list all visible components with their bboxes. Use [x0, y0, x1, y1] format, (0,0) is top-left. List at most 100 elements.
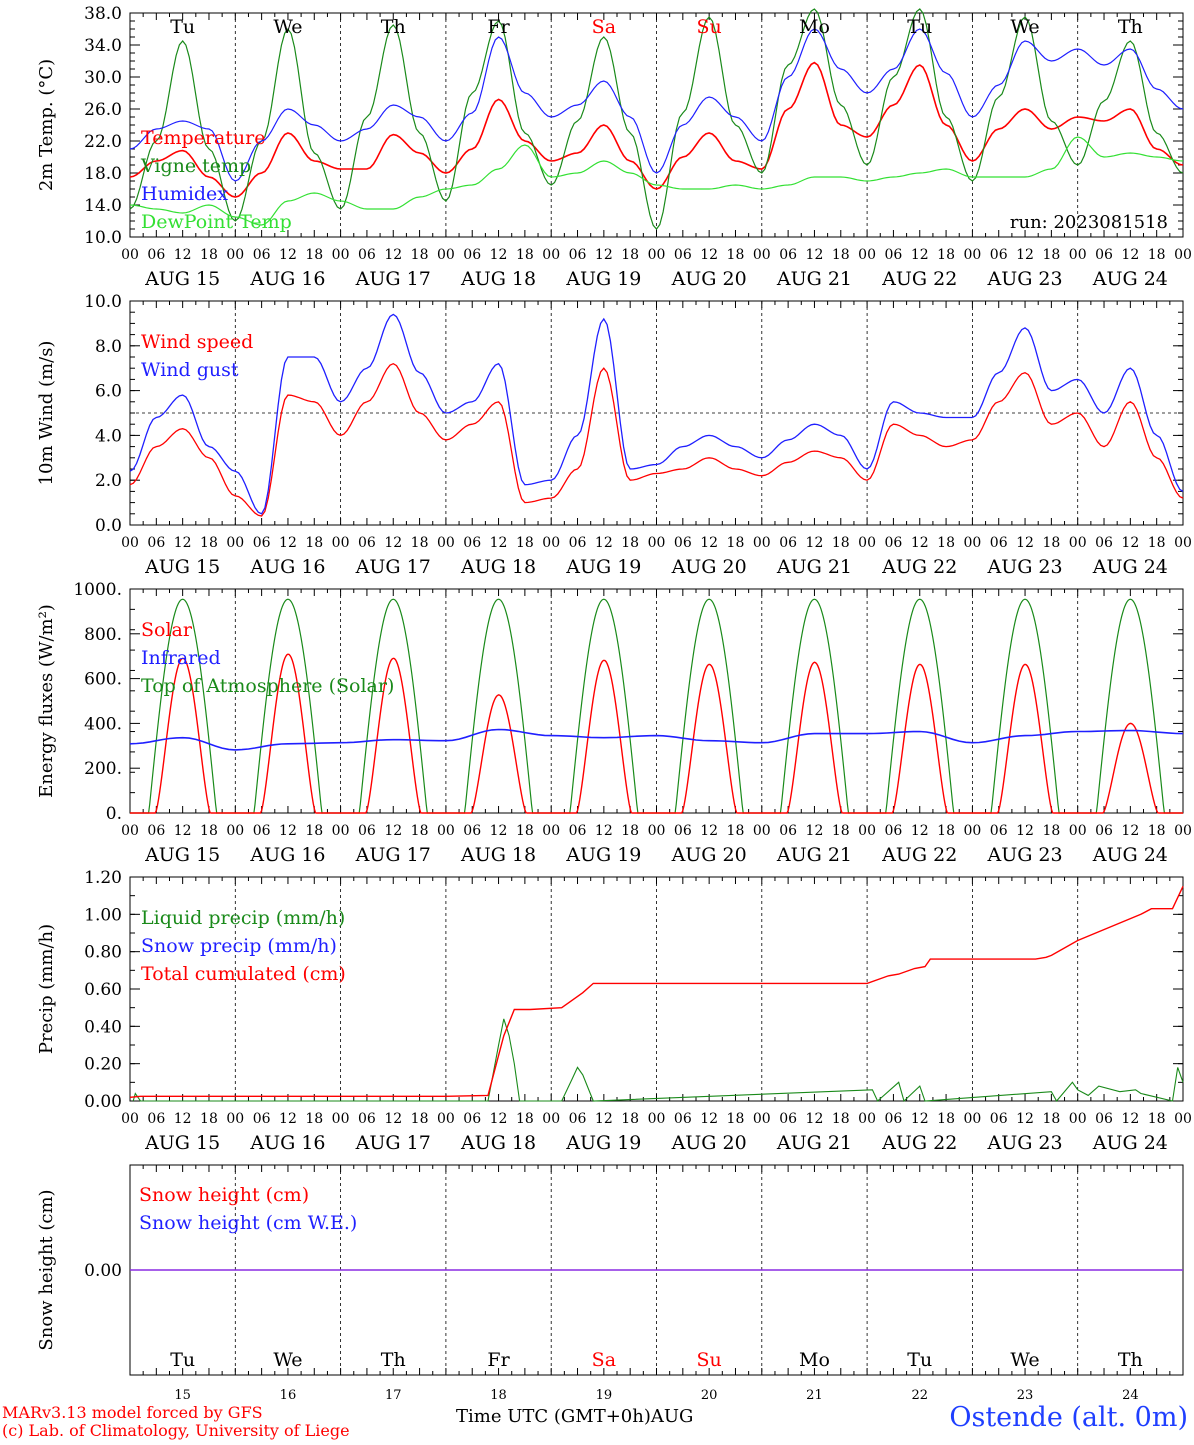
hour-tick-label: 18 — [516, 1111, 534, 1127]
hour-tick-label: 00 — [542, 1111, 560, 1127]
day-name-bottom: Th — [381, 1349, 406, 1371]
day-name-bottom: We — [1010, 1349, 1039, 1371]
day-name-bottom: Tu — [170, 1349, 195, 1371]
hour-tick-label: 00 — [753, 535, 771, 551]
hour-tick-label: 00 — [858, 247, 876, 263]
date-label: AUG 22 — [881, 556, 957, 578]
hour-tick-label: 06 — [569, 247, 587, 263]
day-number: 22 — [911, 1388, 928, 1403]
day-number: 23 — [1017, 1388, 1034, 1403]
hour-tick-label: 00 — [332, 535, 350, 551]
series-line — [129, 61, 1184, 198]
hour-tick-label: 00 — [753, 247, 771, 263]
hour-tick-label: 06 — [885, 1111, 903, 1127]
hour-tick-label: 18 — [937, 247, 955, 263]
series-line — [132, 1018, 1184, 1103]
series-line — [129, 886, 1184, 1098]
hour-tick-label: 06 — [463, 1111, 481, 1127]
day-name-top: Th — [1118, 16, 1143, 38]
day-name-top: Fr — [487, 16, 510, 38]
y-tick-label: 0. — [106, 804, 122, 824]
hour-tick-label: 12 — [384, 1111, 402, 1127]
hour-tick-label: 18 — [305, 247, 323, 263]
hour-tick-label: 12 — [384, 247, 402, 263]
hour-tick-label: 18 — [727, 1111, 745, 1127]
hour-tick-label: 00 — [753, 823, 771, 839]
date-label: AUG 15 — [144, 268, 220, 290]
y-tick-label: 400. — [84, 714, 122, 734]
date-label: AUG 22 — [881, 268, 957, 290]
hour-tick-label: 18 — [1042, 1111, 1060, 1127]
hour-tick-label: 00 — [121, 1111, 139, 1127]
hour-tick-label: 00 — [332, 1111, 350, 1127]
hour-tick-label: 06 — [253, 247, 271, 263]
hour-tick-label: 00 — [648, 1111, 666, 1127]
hour-tick-label: 00 — [1174, 823, 1192, 839]
hour-tick-label: 00 — [437, 823, 455, 839]
y-tick-label: 10.0 — [84, 292, 122, 312]
y-tick-label: 600. — [84, 670, 122, 690]
hour-tick-label: 12 — [1016, 823, 1034, 839]
day-number: 21 — [806, 1388, 823, 1403]
date-label: AUG 18 — [460, 556, 536, 578]
hour-tick-label: 00 — [1069, 1111, 1087, 1127]
hour-tick-label: 18 — [832, 247, 850, 263]
hour-tick-label: 12 — [806, 535, 824, 551]
hour-tick-label: 06 — [147, 823, 165, 839]
hour-tick-label: 06 — [147, 1111, 165, 1127]
y-tick-label: 6.0 — [95, 382, 122, 402]
hour-tick-label: 06 — [779, 535, 797, 551]
legend-entry: Infrared — [141, 647, 221, 669]
hour-tick-label: 06 — [253, 823, 271, 839]
hour-tick-label: 06 — [358, 535, 376, 551]
hour-tick-label: 00 — [437, 1111, 455, 1127]
y-axis-title: 2m Temp. (°C) — [36, 59, 57, 191]
hour-tick-label: 18 — [1148, 1111, 1166, 1127]
date-label: AUG 20 — [671, 1132, 747, 1154]
date-label: AUG 24 — [1092, 556, 1168, 578]
date-label: AUG 19 — [565, 1132, 641, 1154]
hour-tick-label: 18 — [305, 535, 323, 551]
hour-tick-label: 06 — [674, 823, 692, 839]
y-axis-title: Precip (mm/h) — [36, 924, 57, 1054]
month-label: AUG — [650, 1406, 694, 1427]
hour-tick-label: 12 — [384, 535, 402, 551]
legend-entry: Solar — [141, 619, 193, 641]
hour-tick-label: 18 — [516, 535, 534, 551]
hour-tick-label: 12 — [1016, 1111, 1034, 1127]
hour-tick-label: 00 — [648, 247, 666, 263]
y-tick-label: 0.0 — [95, 516, 122, 536]
day-name-top: We — [273, 16, 302, 38]
legend-entry: Wind speed — [141, 331, 253, 353]
date-label: AUG 20 — [671, 844, 747, 866]
day-name-top: Tu — [170, 16, 195, 38]
day-name-bottom: Tu — [907, 1349, 932, 1371]
hour-tick-label: 00 — [332, 247, 350, 263]
hour-tick-label: 18 — [200, 247, 218, 263]
hour-tick-label: 18 — [200, 823, 218, 839]
y-tick-label: 0.40 — [84, 1017, 122, 1037]
hour-tick-label: 12 — [806, 823, 824, 839]
hour-tick-label: 18 — [305, 1111, 323, 1127]
day-name-bottom: Th — [1118, 1349, 1143, 1371]
hour-tick-label: 00 — [1174, 247, 1192, 263]
hour-tick-label: 06 — [990, 535, 1008, 551]
date-label: AUG 16 — [249, 556, 325, 578]
date-label: AUG 15 — [144, 1132, 220, 1154]
y-tick-label: 800. — [84, 625, 122, 645]
hour-tick-label: 06 — [885, 535, 903, 551]
day-name-top: Su — [697, 16, 722, 38]
legend-entry: Snow height (cm W.E.) — [139, 1212, 357, 1234]
hour-tick-label: 12 — [1121, 535, 1139, 551]
day-name-top: We — [1010, 16, 1039, 38]
day-number: 19 — [596, 1388, 613, 1403]
legend-entry: Snow precip (mm/h) — [141, 935, 337, 957]
day-number: 24 — [1122, 1388, 1139, 1403]
hour-tick-label: 00 — [542, 823, 560, 839]
hour-tick-label: 06 — [1095, 247, 1113, 263]
hour-tick-label: 12 — [595, 1111, 613, 1127]
day-name-bottom: We — [273, 1349, 302, 1371]
hour-tick-label: 12 — [279, 1111, 297, 1127]
y-tick-label: 22.0 — [84, 132, 122, 152]
date-label: AUG 23 — [986, 268, 1062, 290]
